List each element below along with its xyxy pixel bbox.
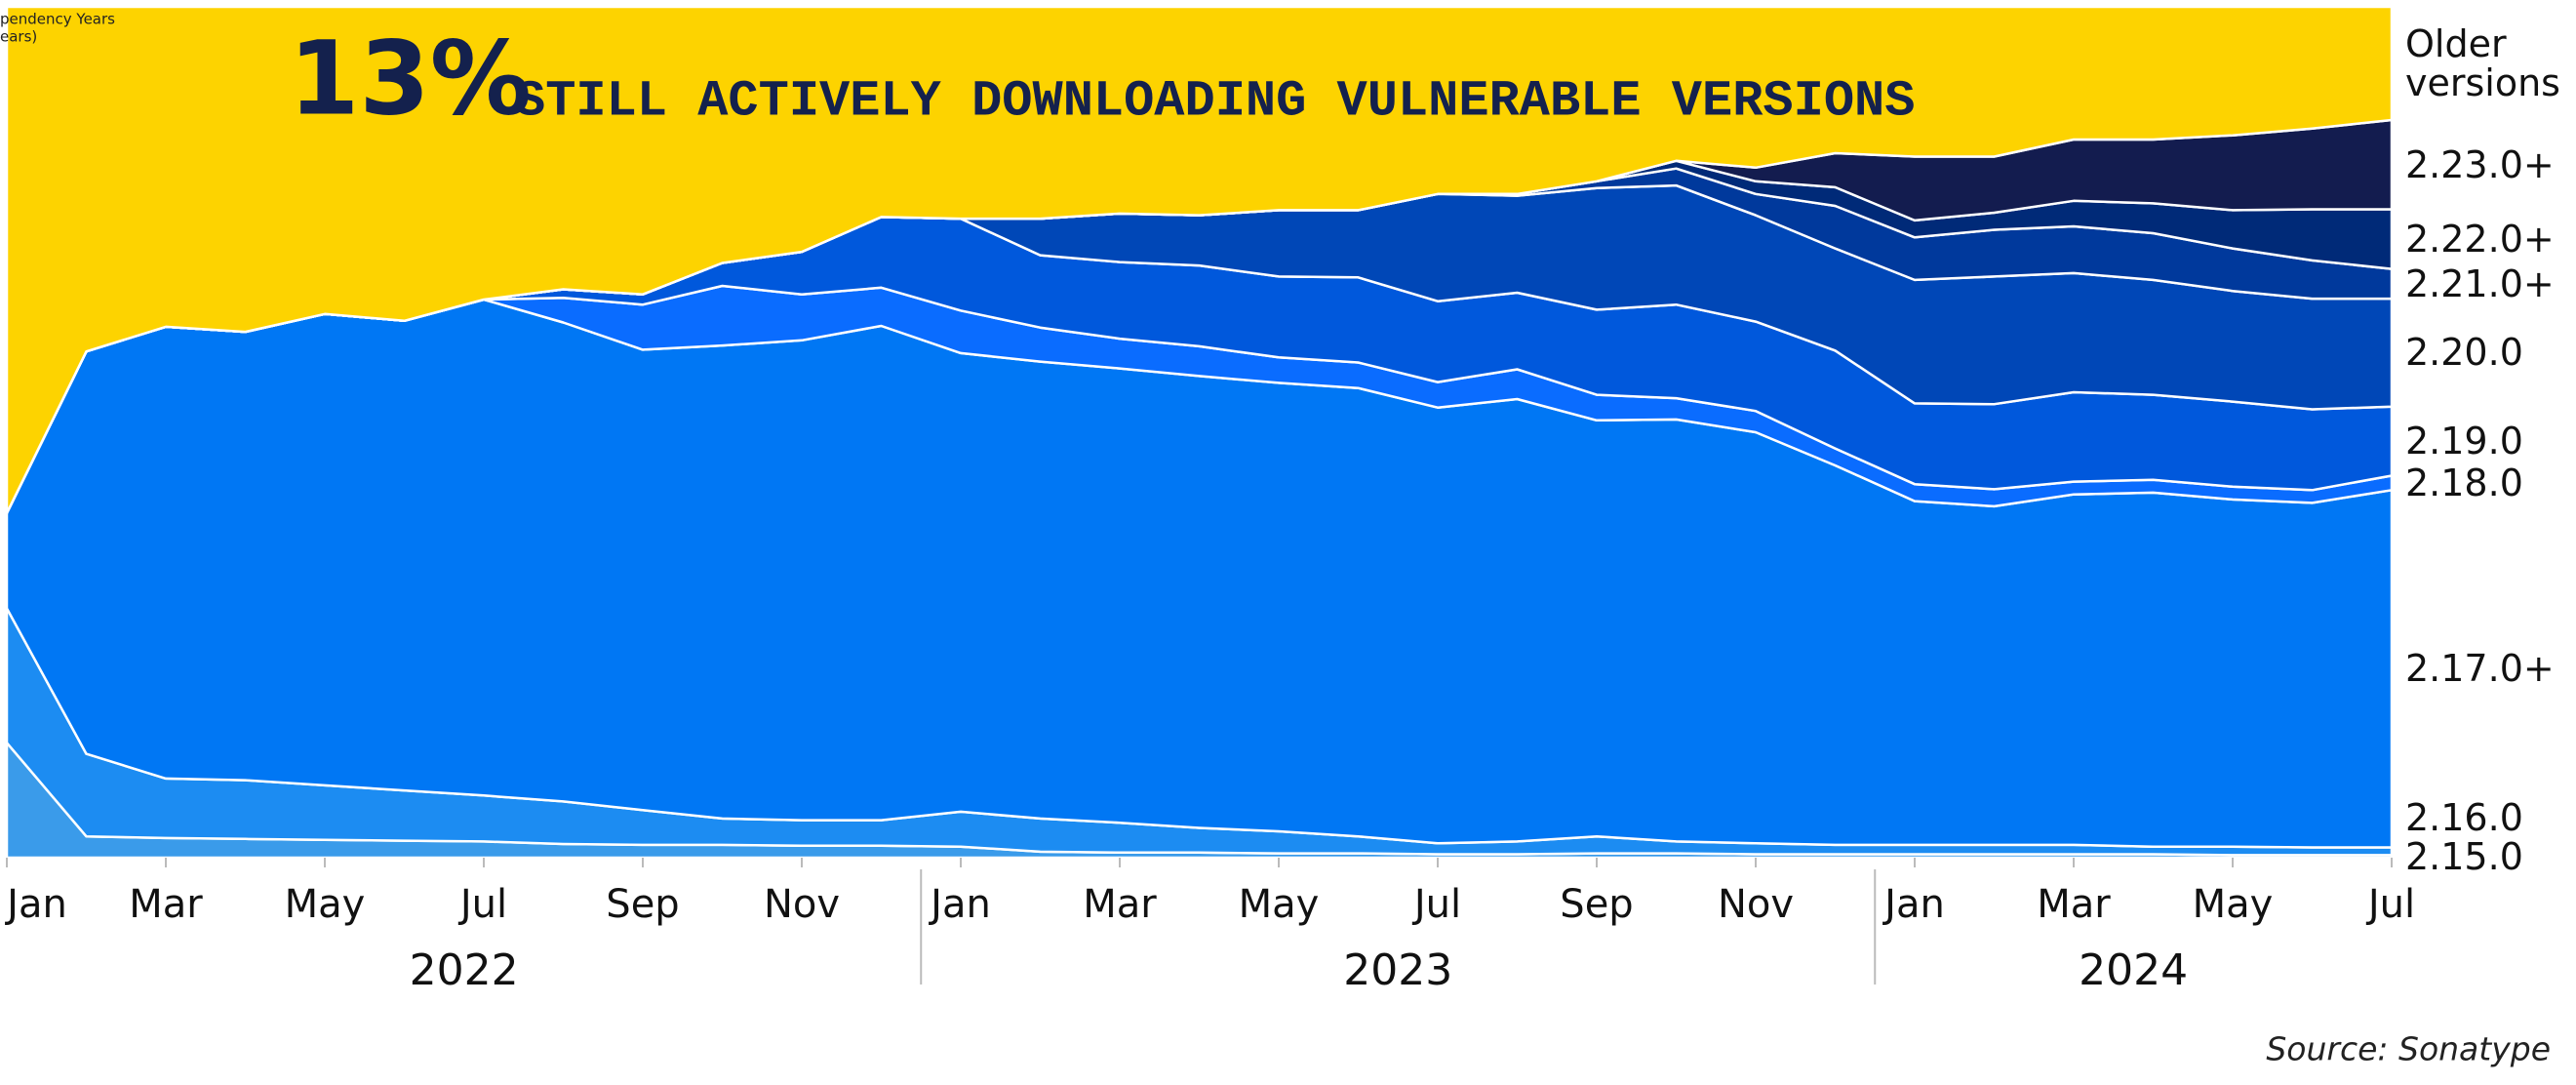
axis-note: ears) bbox=[0, 28, 37, 46]
legend-label: 2.23.0+ bbox=[2405, 142, 2555, 186]
x-tick-label: Jul bbox=[457, 882, 507, 927]
legend-label: 2.19.0 bbox=[2405, 420, 2523, 463]
x-tick-label: Jan bbox=[928, 882, 991, 927]
x-tick-label: Sep bbox=[1560, 882, 1633, 927]
subtitle: STILL ACTIVELY DOWNLOADING VULNERABLE VE… bbox=[515, 73, 1915, 131]
x-tick-label: Nov bbox=[1718, 882, 1794, 927]
x-tick-label: Mar bbox=[129, 882, 203, 927]
source: Source: Sonatype bbox=[2266, 1030, 2551, 1068]
legend-label: Older versions bbox=[2405, 21, 2560, 104]
legend-label: 2.17.0+ bbox=[2405, 647, 2555, 691]
x-tick-label: May bbox=[2193, 882, 2274, 927]
x-tick-label: Jul bbox=[2365, 882, 2415, 927]
area bbox=[5, 5, 2394, 515]
x-tick-label: Jan bbox=[1882, 882, 1945, 927]
legend-label: 2.16.0 bbox=[2405, 795, 2523, 839]
legend-label: 2.22.0+ bbox=[2405, 218, 2555, 261]
legend-label: 2.15.0 bbox=[2405, 834, 2523, 878]
x-tick-label: Jan bbox=[4, 882, 67, 927]
legend-label: 2.20.0 bbox=[2405, 331, 2523, 375]
x-tick-label: Mar bbox=[2037, 882, 2111, 927]
areas bbox=[5, 5, 2394, 860]
year-label: 2023 bbox=[1343, 945, 1452, 995]
axis-note: pendency Years bbox=[0, 11, 115, 28]
x-tick-label: May bbox=[285, 882, 366, 927]
year-label: 2024 bbox=[2079, 945, 2188, 995]
x-tick-label: Sep bbox=[606, 882, 679, 927]
x-tick-label: Jul bbox=[1411, 882, 1461, 927]
x-tick-label: Nov bbox=[764, 882, 840, 927]
x-tick-label: May bbox=[1239, 882, 1320, 927]
x-tick-label: Mar bbox=[1083, 882, 1157, 927]
year-label: 2022 bbox=[410, 945, 519, 995]
legend-label: 2.21.0+ bbox=[2405, 261, 2555, 305]
title: 13% bbox=[289, 19, 532, 138]
legend-label: 2.18.0 bbox=[2405, 461, 2523, 504]
